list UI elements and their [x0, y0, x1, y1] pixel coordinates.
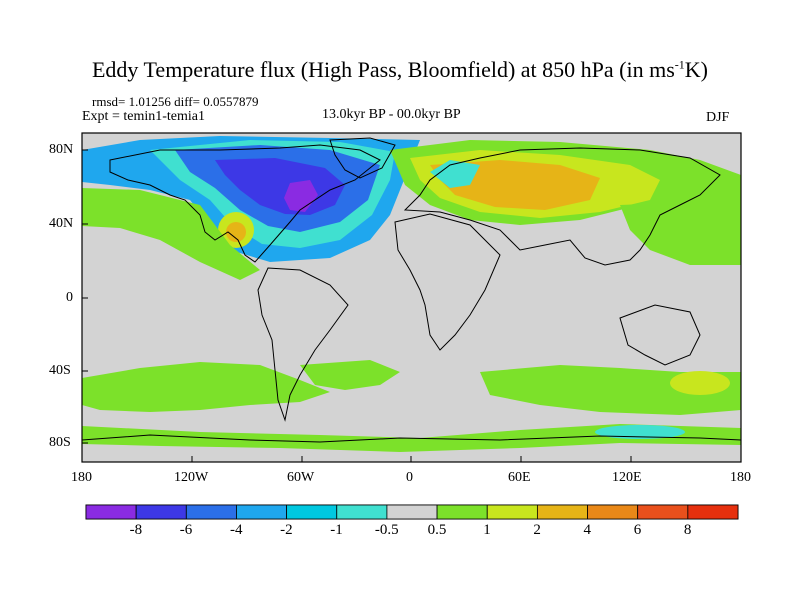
south-atlantic-green: [300, 360, 400, 390]
label-bar: [85, 504, 739, 520]
label-bar-box: [85, 504, 137, 520]
map-field: [82, 133, 741, 462]
lon-label-0: 0: [406, 470, 413, 485]
label-bar-value: 6: [633, 522, 642, 538]
label-bar-box: [236, 504, 288, 520]
pacific-green: [620, 200, 741, 265]
label-bar-box: [336, 504, 388, 520]
lat-label-80n: 80N: [49, 142, 74, 157]
coast-africa: [394, 213, 501, 351]
label-bar-box: [536, 504, 588, 520]
coast-north-america: [109, 144, 381, 263]
lat-label-40n: 40N: [49, 216, 74, 231]
label-bar-value: -0.5: [374, 522, 399, 538]
lat-label-80s: 80S: [49, 435, 71, 450]
lon-label-60w: 60W: [287, 470, 315, 485]
label-bar-box: [637, 504, 689, 520]
coast-eurasia: [403, 147, 721, 266]
label-bar-box: [185, 504, 237, 520]
label-bar-box: [587, 504, 639, 520]
atlantic-green-band: [82, 188, 260, 280]
coast-australia: [619, 304, 701, 366]
label-bar-value: -8: [129, 522, 143, 538]
map-ticks: [81, 149, 742, 462]
label-bar-value: -6: [179, 522, 193, 538]
label-bar-value: 4: [583, 522, 592, 538]
label-bar-value: 1: [483, 522, 491, 538]
label-bar-value: -2: [280, 522, 293, 538]
coast-antarctica: [82, 434, 741, 443]
map-title: Eddy Temperature flux (High Pass, Bloomf…: [91, 57, 708, 82]
lon-label-60e: 60E: [508, 470, 531, 485]
label-bar-box: [135, 504, 187, 520]
label-bar-value: 8: [683, 522, 692, 538]
lat-label-0: 0: [66, 290, 73, 305]
lon-label-180w: 180: [71, 470, 92, 485]
label-bar-box: [687, 504, 739, 520]
experiment-label: Expt = temin1-temia1: [82, 109, 205, 124]
lon-label-120e: 120E: [612, 470, 642, 485]
label-bar-box: [436, 504, 488, 520]
south-indian-yellow: [670, 371, 730, 395]
label-bar-value: -4: [229, 522, 243, 538]
coast-south-america: [257, 267, 349, 422]
label-bar-value: 0.5: [427, 522, 447, 538]
lon-label-120w: 120W: [174, 470, 209, 485]
lat-label-40s: 40S: [49, 363, 71, 378]
label-bar-box: [386, 504, 438, 520]
stats-text: rmsd= 1.01256 diff= 0.0557879: [92, 94, 259, 109]
label-bar-box: [286, 504, 338, 520]
antarctic-cool: [595, 425, 685, 439]
gulf-warm-core: [226, 222, 246, 242]
period-label: 13.0kyr BP - 00.0kyr BP: [322, 107, 461, 122]
season-label: DJF: [706, 110, 730, 125]
coastlines: [82, 137, 741, 443]
label-bar-box: [486, 504, 538, 520]
label-bar-value: -1: [330, 522, 343, 538]
scandinavia-cool: [430, 160, 480, 188]
label-bar-value: 2: [533, 522, 541, 538]
south-pacific-green: [82, 362, 330, 412]
lon-label-180e: 180: [730, 470, 751, 485]
coast-greenland: [329, 137, 396, 179]
